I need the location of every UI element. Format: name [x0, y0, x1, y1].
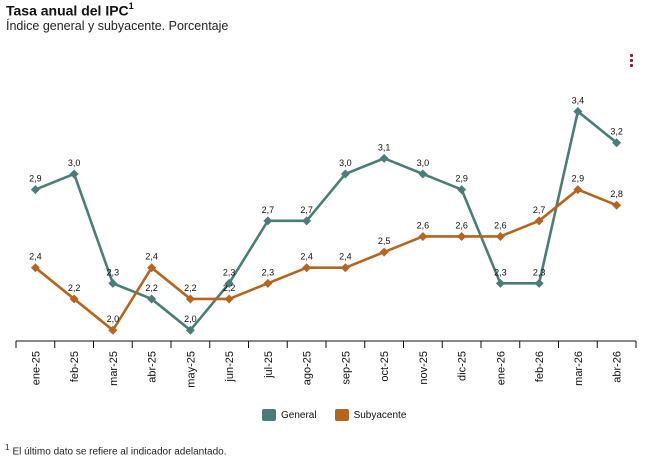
data-point-subyacente — [263, 278, 273, 288]
data-point-general — [573, 106, 583, 116]
data-point-general — [185, 325, 195, 335]
data-point-subyacente — [418, 231, 428, 241]
x-tick-label: mar-26 — [573, 351, 585, 386]
x-tick-label: abr-25 — [147, 351, 159, 383]
data-label-subyacente: 2,6 — [417, 220, 430, 230]
x-tick-label: sep-25 — [340, 351, 352, 385]
data-label-subyacente: 2,6 — [455, 220, 468, 230]
x-tick-label: abr-26 — [612, 351, 624, 383]
series-line-general — [34, 110, 618, 332]
data-label-general: 2,7 — [300, 205, 313, 215]
footnote: 1 El último dato se refiere al indicador … — [5, 443, 226, 457]
data-point-subyacente — [534, 216, 544, 226]
data-label-general: 3,0 — [68, 158, 81, 168]
data-label-general: 2,0 — [184, 314, 197, 324]
chart-subtitle: Índice general y subyacente. Porcentaje — [6, 19, 229, 33]
data-point-subyacente — [224, 294, 234, 304]
data-label-general: 2,3 — [107, 267, 120, 277]
series-line-subyacente — [34, 188, 618, 332]
data-point-general — [224, 278, 234, 288]
chart-title: Tasa anual del IPC1 — [6, 1, 134, 19]
data-point-subyacente — [147, 263, 157, 273]
data-point-general — [612, 138, 622, 148]
data-label-subyacente: 2,0 — [107, 314, 120, 324]
data-label-general: 3,0 — [339, 158, 352, 168]
data-point-subyacente — [495, 231, 505, 241]
x-tick-label: ene-26 — [495, 351, 507, 385]
data-label-subyacente: 2,4 — [29, 252, 42, 262]
data-point-general — [418, 169, 428, 179]
legend-item-subyacente[interactable]: Subyacente — [334, 409, 407, 421]
data-label-subyacente: 2,2 — [223, 283, 236, 293]
data-label-general: 2,3 — [223, 267, 236, 277]
legend-swatch-subyacente — [334, 409, 349, 421]
data-point-subyacente — [108, 325, 118, 335]
data-point-general — [534, 278, 544, 288]
data-point-general — [263, 216, 273, 226]
data-point-general — [147, 294, 157, 304]
x-tick-label: feb-25 — [69, 351, 81, 382]
data-point-general — [379, 153, 389, 163]
x-tick-label: jun-25 — [224, 351, 236, 383]
data-label-general: 2,9 — [29, 174, 42, 184]
line-chart: ene-25 feb-25 mar-25 abr-25 may-25 jun-25 jul-… — [15, 95, 637, 388]
data-label-general: 2,3 — [533, 267, 546, 277]
data-point-subyacente — [69, 294, 79, 304]
data-label-subyacente: 2,9 — [572, 174, 585, 184]
data-point-subyacente — [340, 263, 350, 273]
data-point-subyacente — [612, 200, 622, 210]
data-label-subyacente: 2,4 — [300, 252, 313, 262]
data-point-general — [69, 169, 79, 179]
data-point-subyacente — [185, 294, 195, 304]
data-point-subyacente — [457, 231, 467, 241]
data-point-general — [30, 185, 40, 195]
data-point-general — [457, 185, 467, 195]
data-point-subyacente — [30, 263, 40, 273]
data-label-general: 3,1 — [378, 142, 391, 152]
data-point-general — [108, 278, 118, 288]
x-tick-label: oct-25 — [379, 351, 391, 382]
data-label-general: 3,0 — [417, 158, 430, 168]
data-point-general — [340, 169, 350, 179]
data-label-general: 2,7 — [262, 205, 275, 215]
data-point-general — [302, 216, 312, 226]
x-tick-label: mar-25 — [108, 351, 120, 386]
legend-item-general[interactable]: General — [262, 409, 317, 421]
legend-swatch-general — [262, 409, 276, 421]
title-footnote-mark: 1 — [128, 1, 134, 11]
data-label-subyacente: 2,3 — [262, 267, 275, 277]
data-label-subyacente: 2,7 — [533, 205, 546, 215]
data-label-general: 3,2 — [610, 127, 623, 137]
data-label-subyacente: 2,5 — [378, 236, 391, 246]
legend-label-general: General — [281, 409, 317, 421]
x-tick-label: dic-25 — [457, 351, 469, 381]
footnote-text: El último dato se refiere al indicador a… — [12, 446, 227, 458]
kebab-menu-icon[interactable] — [629, 54, 635, 70]
x-tick-label: may-25 — [185, 351, 197, 388]
data-label-general: 3,4 — [572, 95, 585, 105]
data-label-subyacente: 2,2 — [184, 283, 197, 293]
data-label-general: 2,3 — [494, 267, 507, 277]
x-tick-label: nov-25 — [418, 351, 430, 385]
data-label-subyacente: 2,4 — [145, 252, 158, 262]
data-label-subyacente: 2,4 — [339, 252, 352, 262]
footnote-mark: 1 — [5, 443, 10, 452]
data-point-general — [495, 278, 505, 288]
x-tick-label: feb-26 — [534, 351, 546, 382]
data-point-subyacente — [379, 247, 389, 257]
legend: General Subyacente — [262, 409, 406, 421]
x-tick-label: jul-25 — [263, 351, 275, 379]
data-label-general: 2,9 — [455, 174, 468, 184]
data-point-subyacente — [302, 263, 312, 273]
x-tick-label: ene-25 — [30, 351, 42, 385]
chart-title-text: Tasa anual del IPC — [6, 2, 129, 19]
data-label-subyacente: 2,8 — [610, 189, 623, 199]
data-label-general: 2,2 — [145, 283, 158, 293]
data-label-subyacente: 2,2 — [68, 283, 81, 293]
legend-label-subyacente: Subyacente — [353, 409, 407, 421]
data-label-subyacente: 2,6 — [494, 220, 507, 230]
data-point-subyacente — [573, 185, 583, 195]
x-tick-label: ago-25 — [302, 351, 314, 385]
